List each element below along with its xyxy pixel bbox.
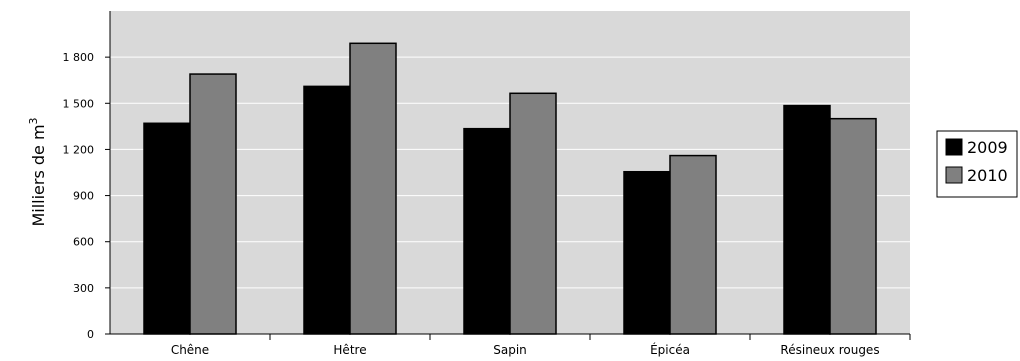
- bar-2009-2: [464, 129, 510, 334]
- bar-2009-3: [624, 172, 670, 334]
- y-axis-label-superscript: 3: [27, 117, 40, 124]
- x-category-label: Chêne: [171, 343, 209, 357]
- bar-2010-2: [510, 93, 556, 334]
- bar-2010-4: [830, 119, 876, 334]
- y-tick-label: 1 500: [63, 97, 95, 110]
- bar-2009-0: [144, 123, 190, 334]
- y-axis-ticks: 0 300 600 900 1 200 1 500 1 800: [63, 51, 111, 341]
- legend-label-2010: 2010: [967, 166, 1008, 185]
- x-axis-labels: Chêne Hêtre Sapin Épicéa Résineux rouges: [171, 334, 910, 357]
- y-tick-label: 1 800: [63, 51, 95, 64]
- y-tick-label: 1 200: [63, 143, 95, 156]
- x-category-label: Sapin: [493, 343, 527, 357]
- x-category-label: Résineux rouges: [780, 343, 879, 357]
- legend: 2009 2010: [937, 131, 1017, 197]
- y-tick-label: 600: [73, 236, 94, 249]
- legend-swatch-2010: [946, 167, 962, 183]
- bar-2009-4: [784, 106, 830, 334]
- y-axis-label-text: Milliers de m: [29, 124, 48, 226]
- bar-2009-1: [304, 86, 350, 334]
- y-tick-label: 0: [87, 328, 94, 341]
- y-tick-label: 900: [73, 190, 94, 203]
- y-axis-label: Milliers de m3: [27, 117, 48, 226]
- bar-2010-1: [350, 43, 396, 334]
- bar-2010-3: [670, 156, 716, 334]
- x-category-label: Hêtre: [333, 343, 366, 357]
- x-category-label: Épicéa: [650, 342, 690, 357]
- legend-swatch-2009: [946, 139, 962, 155]
- bar-2010-0: [190, 74, 236, 334]
- legend-label-2009: 2009: [967, 138, 1008, 157]
- y-tick-label: 300: [73, 282, 94, 295]
